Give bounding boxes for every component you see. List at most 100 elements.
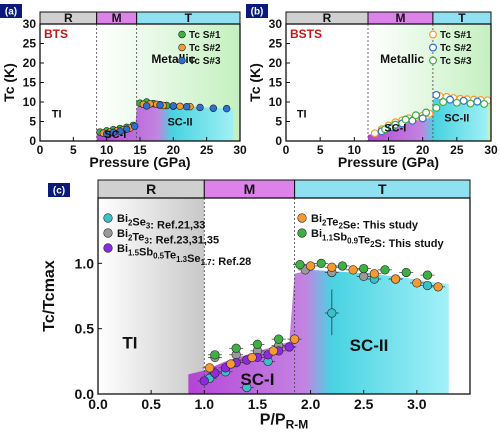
panel-label: (c) [53,186,65,197]
series-bi1-1sb0-9te2s-this-study [210,258,433,360]
legend-marker [178,56,186,65]
legend-marker [103,213,113,223]
legend-label: Tc S#3 [440,56,472,67]
plot-frame [97,197,471,395]
x-tick-label: 5 [317,143,324,157]
panel-badge [246,4,268,18]
x-tick-label: 1.0 [195,396,215,412]
phase-label-m: M [244,181,256,197]
phase-label-r: R [323,11,332,25]
x-tick-label: 30 [484,143,498,157]
data-point [205,363,215,373]
legend-label: Bi2Te2Se: This study [311,213,419,232]
sc-dome [188,269,449,394]
material-label: BTS [44,27,68,41]
x-tick-label: 0.5 [141,396,161,412]
data-point [432,90,441,99]
legend-marker [178,30,186,39]
region-label-ti: TI [52,109,62,121]
region-label-sc-i: SC-I [240,370,274,389]
y-tick-label: 10 [269,95,283,109]
data-point [327,308,337,318]
data-point [422,270,433,280]
x-axis-label: Pressure (GPa) [89,154,190,170]
data-point [473,97,482,106]
data-point [348,265,358,275]
legend-marker [429,43,438,52]
y-tick-label: 0 [29,134,36,148]
data-point [209,104,218,112]
data-point [391,120,400,129]
x-tick-label: 10 [348,143,362,157]
panel-c: R M T 0.0 0.5 1.0 1.5 2.0 2.5 3.0 0.0 0.5 1.0 P/PR-M T… [41,179,471,432]
legend-label: Bi2Se3: Ref.21,33 [117,213,205,232]
data-point [305,261,316,271]
y-tick-label: 25 [269,37,283,51]
data-point [274,334,284,344]
data-point [381,125,390,134]
data-point [252,339,263,349]
data-point [130,122,139,130]
y-tick-label: 15 [269,76,283,90]
x-tick-label: 15 [133,143,147,157]
data-point [247,352,257,363]
legend-marker [429,30,438,39]
y-tick-label: 20 [23,56,37,70]
legend-label: Tc S#1 [189,30,221,41]
data-point [268,346,278,356]
data-point [196,103,204,112]
x-tick-label: 0 [283,143,290,157]
data-point [452,98,461,107]
data-point [199,376,209,386]
legend-label: Tc S#2 [189,43,221,54]
data-point [316,258,326,268]
region-label-sc-ii: SC-II [350,336,389,355]
data-point [182,102,191,111]
legend-label: Bi1.1Sb0.9Te2S: This study [311,228,444,250]
data-point [359,263,369,274]
data-point [370,129,379,138]
region-label-ti: TI [122,333,137,352]
panel-badge [48,183,70,197]
x-tick-label: 0.0 [88,396,108,412]
region-label-sc-ii: SC-II [444,113,469,125]
y-tick-label: 0.5 [75,321,95,337]
data-point [210,350,220,360]
data-point [359,271,369,282]
x-tick-label: 20 [167,143,181,157]
x-tick-label: 15 [382,143,396,157]
data-point [222,104,231,113]
legend-marker [103,228,113,238]
panel-label: (b) [251,7,264,18]
data-point [169,102,178,110]
legend-label: Tc S#2 [440,43,472,54]
data-point [380,265,390,275]
x-tick-label: 10 [100,143,114,157]
x-tick-label: 0 [37,143,44,157]
y-axis-label: Tc/Tcmax [41,260,58,332]
y-axis-label: Tc (K) [1,63,17,102]
legend-label: Tc S#1 [440,30,472,41]
y-axis-label: Tc (K) [247,63,263,102]
data-point [290,334,300,344]
series-tc-s-3 [102,101,231,138]
x-tick-label: 30 [233,143,247,157]
phase-label-m: M [395,11,405,25]
data-point [412,278,422,288]
panel-badge [0,4,22,18]
data-point [122,125,131,134]
data-point [422,108,431,117]
y-tick-label: 5 [29,115,36,129]
data-point [422,280,433,291]
x-axis-label: Pressure (GPa) [338,154,439,170]
data-point [466,99,475,108]
data-point [433,282,443,292]
data-point [401,115,410,124]
y-tick-label: 0 [275,134,282,148]
data-point [401,267,411,278]
data-point [295,260,305,270]
phase-label-r: R [146,181,156,197]
legend-label: Bi1.5Sb0.5Te1.3Se1.7: Ref.28 [117,243,251,268]
